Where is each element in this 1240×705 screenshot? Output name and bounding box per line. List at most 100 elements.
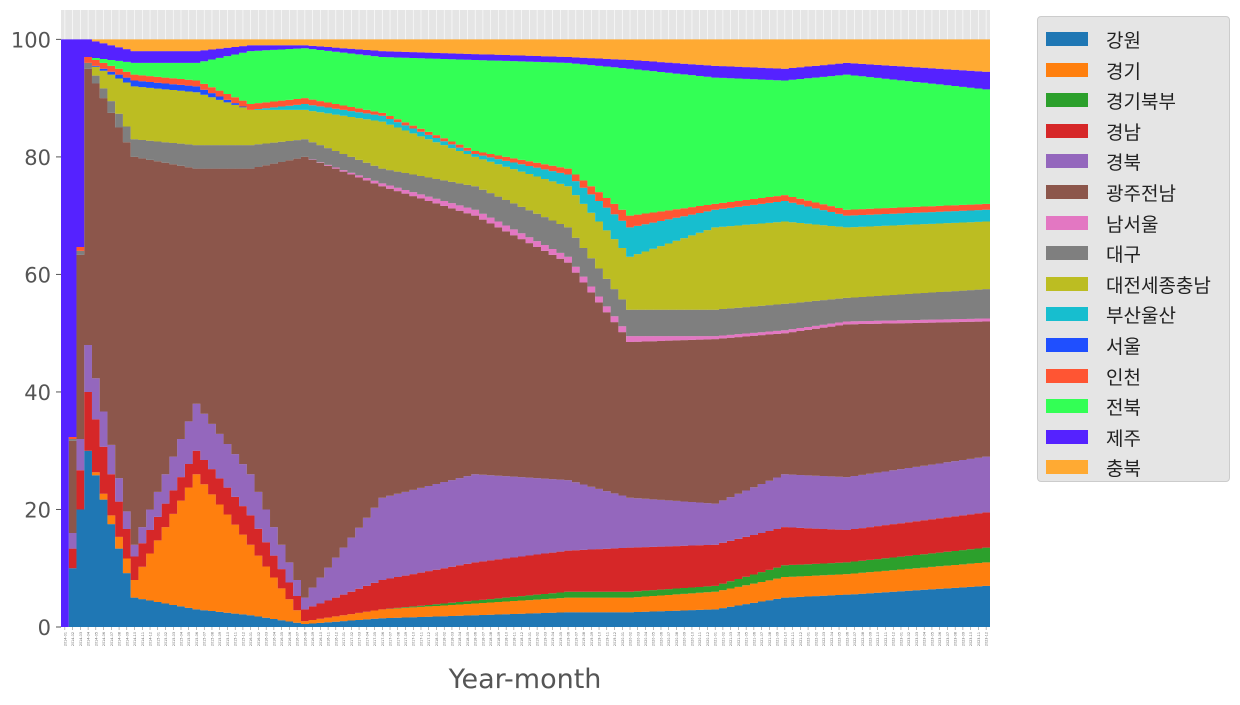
- x-tick-label: 2019-11: [605, 632, 609, 646]
- x-tick-label: 2021-04: [737, 632, 741, 646]
- series-area: [61, 344, 990, 627]
- x-tick-label: 2017-01: [342, 632, 346, 646]
- x-tick-label: 2016-11: [327, 632, 331, 646]
- y-tick-label: 100: [11, 28, 51, 52]
- x-tick-label: 2022-11: [884, 632, 888, 646]
- x-tick-label: 2017-07: [389, 632, 393, 646]
- x-tick-label: 2023-06: [938, 632, 942, 646]
- legend-item: 전북: [1038, 391, 1231, 421]
- x-tick-label: 2016-09: [311, 632, 315, 646]
- x-tick-label: 2022-10: [876, 632, 880, 646]
- x-tick-label: 2021-09: [776, 632, 780, 646]
- x-tick-label: 2015-09: [218, 632, 222, 646]
- legend-swatch: [1046, 154, 1088, 169]
- x-tick-label: 2019-02: [536, 632, 540, 646]
- x-tick-label: 2022-03: [822, 632, 826, 646]
- x-tick-label: 2016-05: [280, 632, 284, 646]
- legend-item: 충북: [1038, 452, 1231, 482]
- x-tick-label: 2018-06: [474, 632, 478, 646]
- series-area: [61, 62, 990, 627]
- x-tick-label: 2014-08: [118, 632, 122, 646]
- x-tick-label: 2018-07: [481, 632, 485, 646]
- legend-label: 전북: [1106, 397, 1141, 420]
- legend-swatch: [1046, 368, 1088, 383]
- x-tick-label: 2021-05: [745, 632, 749, 646]
- x-tick-label: 2019-07: [574, 632, 578, 646]
- x-tick-label: 2016-03: [265, 632, 269, 646]
- legend-item: 경북: [1038, 146, 1231, 176]
- x-tick-label: 2019-08: [582, 632, 586, 646]
- x-tick-label: 2022-02: [814, 632, 818, 646]
- x-tick-label: 2023-08: [954, 632, 958, 646]
- x-tick-label: 2017-02: [350, 632, 354, 646]
- legend: 강원 경기 경기북부 경남 경북 광주전남 남서울 대구 대전세종충남 부산울산 서울 인천 전북 제주 충…: [1037, 16, 1230, 482]
- legend-label: 인천: [1106, 366, 1141, 389]
- x-tick-label: 2015-06: [195, 632, 199, 646]
- x-tick-label: 2015-12: [241, 632, 245, 646]
- x-tick-label: 2023-04: [923, 632, 927, 646]
- x-tick-label: 2020-07: [667, 632, 671, 646]
- legend-item: 경기: [1038, 55, 1231, 85]
- legend-item: 인천: [1038, 361, 1231, 391]
- legend-label: 경북: [1106, 152, 1141, 175]
- x-tick-label: 2014-09: [125, 632, 129, 646]
- x-tick-label: 2015-04: [179, 632, 183, 646]
- x-tick-label: 2019-04: [551, 632, 555, 646]
- x-tick-label: 2017-09: [404, 632, 408, 646]
- x-tick-label: 2016-01: [249, 632, 253, 646]
- x-tick-label: 2014-12: [149, 632, 153, 646]
- x-tick-label: 2021-10: [783, 632, 787, 646]
- x-tick-label: 2023-05: [930, 632, 934, 646]
- x-tick-label: 2020-08: [675, 632, 679, 646]
- x-axis-label: Year-month: [448, 664, 602, 695]
- x-tick-label: 2023-03: [915, 632, 919, 646]
- x-tick-label: 2019-06: [567, 632, 571, 646]
- x-tick-label: 2018-11: [512, 632, 516, 646]
- x-tick-label: 2016-04: [272, 632, 276, 646]
- legend-swatch: [1046, 93, 1088, 108]
- x-tick-label: 2015-03: [172, 632, 176, 646]
- x-tick-label: 2020-01: [621, 632, 625, 646]
- x-tick-label: 2016-07: [296, 632, 300, 646]
- legend-item: 경기북부: [1038, 85, 1231, 115]
- legend-swatch: [1046, 429, 1088, 444]
- x-tick-label: 2014-10: [133, 632, 137, 646]
- series-area: [61, 48, 990, 627]
- legend-label: 서울: [1106, 336, 1141, 358]
- x-tick-label: 2017-08: [396, 632, 400, 646]
- x-tick-label: 2018-01: [435, 632, 439, 646]
- y-tick-label: 80: [24, 146, 51, 170]
- x-tick-label: 2014-03: [79, 632, 83, 646]
- x-tick-label: 2022-01: [807, 632, 811, 646]
- legend-label: 남서울: [1106, 213, 1159, 236]
- x-tick-label: 2015-05: [187, 632, 191, 646]
- legend-label: 광주전남: [1106, 183, 1176, 205]
- legend-item: 남서울: [1038, 208, 1231, 238]
- x-tick-label: 2017-12: [427, 632, 431, 646]
- x-tick-label: 2021-11: [791, 632, 795, 646]
- legend-swatch: [1046, 276, 1088, 291]
- legend-label: 부산울산: [1106, 305, 1176, 328]
- x-tick-label: 2022-06: [845, 632, 849, 646]
- legend-item: 서울: [1038, 330, 1231, 360]
- legend-swatch: [1046, 307, 1088, 322]
- legend-label: 충북: [1106, 458, 1141, 481]
- x-tick-label: 2022-08: [861, 632, 865, 646]
- x-axis: 2014-01 2014-02 2014-03 2014-04 2014-05 2014-…: [63, 627, 989, 646]
- x-tick-label: 2014-05: [94, 632, 98, 646]
- legend-swatch: [1046, 123, 1088, 138]
- legend-label: 경남: [1106, 121, 1141, 144]
- legend-label: 경기: [1106, 60, 1141, 83]
- x-tick-label: 2017-04: [365, 632, 369, 646]
- x-tick-label: 2016-02: [257, 632, 261, 646]
- legend-item: 강원: [1038, 24, 1231, 54]
- x-tick-label: 2015-01: [156, 632, 160, 646]
- x-tick-label: 2018-02: [443, 632, 447, 646]
- x-tick-label: 2021-03: [729, 632, 733, 646]
- legend-item: 경남: [1038, 116, 1231, 146]
- x-tick-label: 2015-08: [210, 632, 214, 646]
- x-tick-label: 2015-07: [203, 632, 207, 646]
- y-axis: 0 20 40 60 80 100: [11, 28, 61, 640]
